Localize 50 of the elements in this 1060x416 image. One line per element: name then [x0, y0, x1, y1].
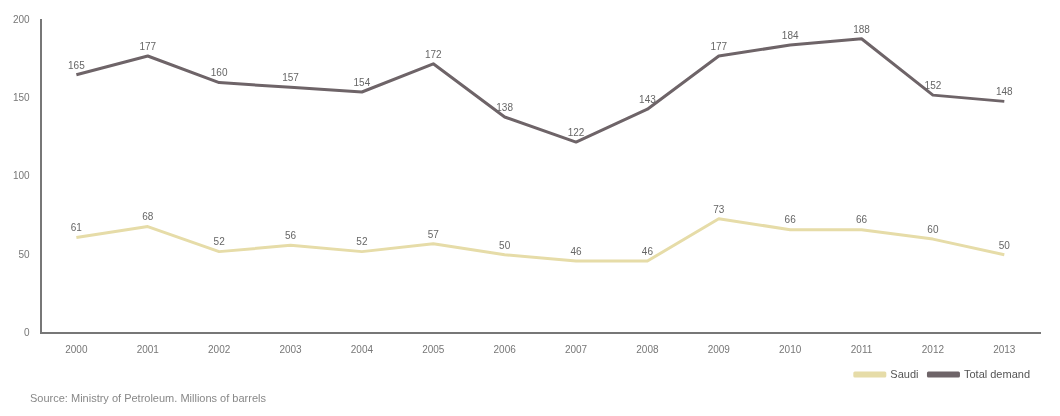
source-note: Source: Ministry of Petroleum. Millions of barrels [30, 392, 266, 404]
x-tick-label: 2009 [707, 343, 731, 355]
data-label: 50 [998, 239, 1011, 251]
y-tick-label: 200 [13, 13, 31, 25]
data-label: 177 [139, 40, 157, 52]
x-tick-label: 2006 [493, 343, 517, 355]
data-label: 73 [713, 203, 725, 215]
data-label: 50 [499, 239, 511, 251]
data-label: 177 [710, 40, 728, 52]
y-tick-label: 150 [13, 92, 31, 103]
x-tick-label: 2007 [564, 343, 588, 355]
x-tick-label: 2008 [636, 343, 659, 355]
data-label: 157 [282, 72, 300, 84]
x-tick-label: 2002 [208, 343, 231, 355]
data-label: 46 [570, 245, 583, 257]
x-tick-label: 2012 [921, 343, 945, 355]
x-tick-label: 2003 [279, 343, 303, 355]
data-label: 46 [641, 245, 654, 257]
data-label: 138 [496, 101, 514, 113]
y-tick-label: 100 [13, 170, 31, 182]
data-label: 52 [213, 236, 226, 248]
data-label: 160 [210, 67, 228, 79]
data-label: 188 [853, 23, 871, 35]
data-label: 57 [427, 228, 440, 240]
data-label: 172 [424, 48, 443, 60]
data-label: 122 [567, 126, 585, 138]
x-tick-label: 2013 [993, 343, 1016, 355]
data-label: 148 [995, 86, 1014, 98]
data-label: 61 [70, 222, 83, 234]
data-label: 66 [784, 214, 797, 226]
x-tick-label: 2000 [65, 343, 88, 355]
data-label: 52 [356, 236, 368, 248]
legend-label: Total demand [963, 367, 1030, 380]
y-tick-label: 0 [24, 326, 31, 338]
y-tick-label: 50 [18, 248, 31, 260]
x-tick-label: 2010 [779, 343, 802, 355]
data-label: 154 [353, 76, 371, 88]
x-tick-label: 2001 [136, 343, 160, 355]
data-label: 165 [68, 59, 86, 71]
data-label: 60 [927, 223, 939, 235]
data-label: 143 [639, 93, 657, 105]
data-label: 68 [142, 211, 154, 223]
x-tick-label: 2011 [850, 343, 873, 355]
data-label: 56 [284, 230, 297, 242]
x-tick-label: 2005 [422, 343, 445, 355]
data-label: 184 [781, 29, 799, 41]
x-tick-label: 2004 [350, 343, 374, 355]
data-label: 66 [855, 214, 868, 226]
legend-label: Saudi [890, 367, 919, 380]
data-label: 152 [924, 79, 942, 91]
